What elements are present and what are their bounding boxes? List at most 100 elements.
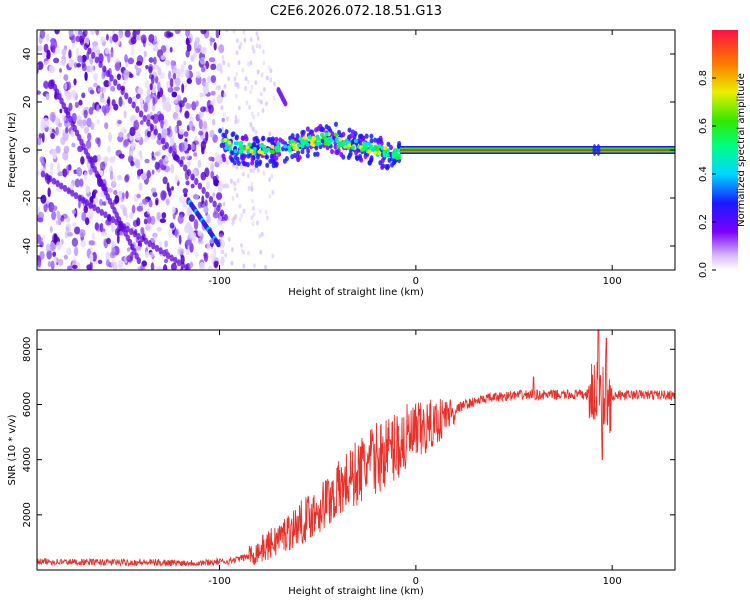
noise-blob [147,215,152,223]
noise-band-blob [212,201,216,208]
noise-blob [193,51,197,59]
faint-blob [263,61,266,66]
noise-blob [90,122,94,130]
noise-blob [124,110,127,119]
noise-band-blob [113,79,117,86]
noise-blob [220,250,224,254]
faint-blob [235,72,238,77]
spectrogram-xtick-label: 0 [413,276,419,287]
noise-blob [193,194,199,200]
faint-blob [247,62,250,67]
faint-blob [271,190,274,195]
faint-blob [218,85,221,90]
noise-blob [165,156,169,162]
faint-blob [228,237,231,242]
carrier-core-dot [383,146,387,150]
faint-blob [224,93,227,98]
carrier-core-dot [342,141,346,145]
carrier-core-dot [239,149,243,153]
colorbar-scale [712,30,738,270]
faint-blob [257,69,260,74]
noise-blob [183,61,186,66]
carrier-core-dot [234,149,238,153]
faint-blob [219,216,222,221]
faint-blob [237,119,240,124]
noise-blob [73,78,76,85]
noise-band-blob [198,183,202,190]
faint-blob [227,76,230,81]
noise-blob [214,42,217,51]
carrier-halo-dot [242,161,246,166]
noise-blob [66,247,71,255]
noise-blob [102,98,105,103]
noise-blob [201,112,204,117]
spectrogram-ytick-label: 40 [22,48,33,61]
carrier-halo-dot [314,127,318,132]
faint-blob [236,50,239,55]
carrier-halo-dot [242,155,246,160]
spectrogram-ytick-label: -20 [22,190,33,206]
faint-blob [268,65,271,70]
faint-blob [220,237,223,242]
noise-blob [162,129,167,139]
noise-blob [37,45,42,51]
noise-blob [59,68,62,73]
noise-blob [74,226,80,234]
carrier-core-dot [249,149,253,153]
carrier-core-dot [339,137,343,141]
carrier-halo-dot [306,126,310,131]
noise-blob [174,98,178,104]
noise-blob [181,83,184,93]
noise-band-blob [201,187,205,194]
noise-blob [165,59,170,66]
noise-blob [212,119,215,126]
noise-blob [110,86,115,92]
faint-blob [252,127,255,132]
carrier-halo-dot [274,137,278,142]
faint-blob [257,36,260,41]
noise-blob [118,96,122,106]
noise-blob [141,34,147,43]
noise-blob [200,57,206,64]
noise-blob [211,91,216,96]
carrier-halo-dot [283,159,287,164]
noise-blob [211,75,216,83]
noise-blob [71,143,75,148]
noise-blob [89,253,93,263]
carrier-core-dot [324,142,328,146]
noise-blob [145,251,149,258]
noise-blob [88,210,94,220]
faint-blob [258,44,261,49]
faint-blob [255,130,258,135]
noise-blob [113,190,117,195]
carrier-halo-dot [355,156,359,161]
carrier-core-dot [328,137,332,141]
faint-blob [243,209,246,214]
noise-blob [43,117,49,127]
noise-blob [136,217,140,226]
noise-band-blob [95,57,99,64]
faint-blob [248,105,251,110]
noise-blob [48,261,52,267]
noise-blob [164,240,168,247]
spectrogram-ylabel: Frequency (Hz) [7,112,18,188]
noise-blob [89,240,95,245]
noise-blob [56,220,59,225]
noise-blob [95,137,100,144]
carrier-halo-dot [245,136,249,141]
noise-blob [78,100,82,106]
noise-blob [100,170,104,176]
faint-blob [268,194,271,199]
faint-blob [236,38,239,43]
noise-blob [184,111,189,119]
carrier-halo-dot [376,140,380,145]
noise-blob [125,174,130,181]
faint-blob [245,76,248,81]
faint-blob [224,253,227,258]
noise-blob [135,159,140,168]
noise-blob [191,184,195,189]
noise-blob [124,129,127,134]
carrier-halo-dot [268,159,272,164]
noise-blob [63,74,68,81]
noise-blob [76,63,81,68]
